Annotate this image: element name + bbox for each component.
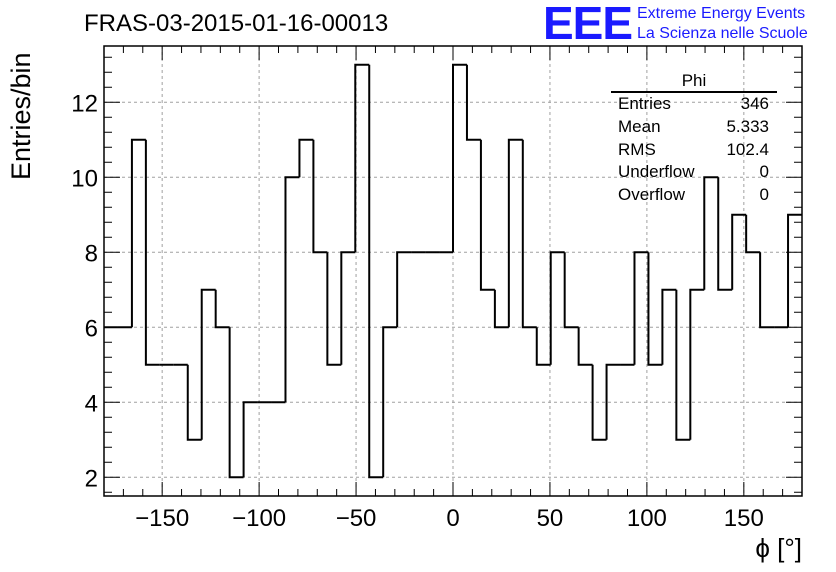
histogram-bin: [493, 289, 509, 329]
histogram-bin: [340, 251, 356, 365]
stats-title: Phi: [611, 71, 777, 93]
y-tick-label: 4: [85, 390, 98, 417]
histogram-bin: [368, 64, 384, 479]
logo-line-2: La Scienza nelle Scuole: [637, 25, 808, 42]
histogram-bin: [242, 401, 258, 478]
histogram-bin: [200, 288, 216, 440]
histogram-bin: [563, 252, 579, 329]
axes: −150 −100 −50 0 50 100 150 2 4 6 8 10 12: [71, 45, 803, 532]
stats-row-mean: Mean 5.333: [611, 116, 777, 139]
stats-row-rms: RMS 102.4: [611, 139, 777, 162]
histogram-bin: [452, 63, 467, 253]
histogram-bin: [312, 139, 328, 254]
stats-label: Underflow: [618, 162, 695, 182]
histogram-bin: [759, 252, 775, 329]
histogram-bin: [382, 326, 398, 478]
x-tick-label: −50: [336, 505, 377, 532]
histogram-bin: [703, 176, 719, 290]
histogram-bin: [591, 364, 607, 441]
stats-value: 5.333: [726, 116, 769, 136]
histogram-bars: [104, 63, 802, 479]
y-tick-label: 2: [85, 465, 98, 492]
stats-row-overflow: Overflow 0: [611, 184, 777, 207]
histogram-bin: [535, 327, 551, 366]
histogram-bin: [549, 251, 565, 365]
histogram-bin: [326, 252, 342, 366]
stats-label: Entries: [618, 94, 671, 113]
stats-value: 0: [759, 185, 769, 205]
y-tick-label: 10: [71, 165, 98, 192]
x-axis-label: ϕ [°]: [755, 533, 802, 563]
histogram-bin: [507, 138, 523, 328]
y-axis-label: Entries/bin: [6, 52, 36, 180]
histogram-bin: [675, 289, 691, 441]
histogram-bin: [787, 213, 802, 328]
stats-row-underflow: Underflow 0: [611, 161, 777, 184]
x-tick-label: 0: [446, 505, 459, 532]
histogram-bin: [731, 213, 747, 290]
histogram-bin: [228, 327, 244, 479]
histogram-bin: [717, 177, 733, 291]
y-tick-label: 6: [85, 315, 98, 342]
histogram-bin: [284, 176, 300, 403]
stats-row-entries: Entries 346: [611, 93, 777, 116]
stats-value: 346: [740, 94, 769, 113]
stats-value: 0: [759, 162, 769, 182]
histogram-bin: [186, 364, 202, 441]
histogram-bin: [633, 251, 649, 365]
histogram-bin: [661, 288, 677, 365]
histogram-bin: [647, 252, 663, 366]
stats-value: 102.4: [726, 139, 769, 159]
y-tick-label: 8: [85, 240, 98, 267]
stats-label: Mean: [618, 116, 661, 136]
histogram-bin: [521, 139, 537, 329]
logo-line-1: Extreme Energy Events: [637, 5, 806, 22]
stats-box: Phi Entries 346 Mean 5.333 RMS 102.4 Und…: [611, 71, 777, 207]
histogram-bin: [354, 63, 370, 253]
stats-label: Overflow: [618, 185, 686, 205]
stats-label: RMS: [618, 139, 656, 159]
x-tick-label: 100: [627, 505, 667, 532]
x-tick-label: 150: [724, 505, 764, 532]
x-tick-label: −100: [232, 505, 286, 532]
histogram-bin: [144, 139, 160, 366]
histogram-bin: [479, 139, 495, 291]
x-tick-label: −150: [135, 505, 189, 532]
eee-logo: EEE: [543, 0, 633, 49]
histogram-bin: [214, 289, 230, 329]
histogram-bin: [130, 138, 146, 328]
x-tick-label: 50: [537, 505, 564, 532]
histogram-bin: [689, 288, 705, 440]
histogram-title: FRAS-03-2015-01-16-00013: [84, 10, 389, 37]
y-tick-label: 12: [71, 90, 98, 117]
histogram-bin: [396, 251, 412, 328]
histogram-bin: [298, 138, 314, 178]
histogram-bin: [745, 214, 761, 254]
histogram-bin: [465, 64, 481, 141]
histogram-bin: [605, 363, 621, 440]
histogram-bin: [577, 327, 593, 366]
